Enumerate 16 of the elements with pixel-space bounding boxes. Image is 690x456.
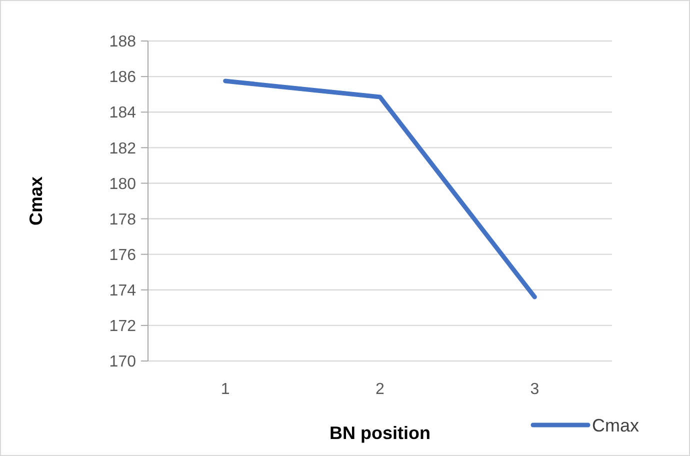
x-tick-label: 1 <box>220 381 230 398</box>
x-tick-label: 2 <box>376 381 385 398</box>
y-tick-label: 178 <box>109 211 136 228</box>
y-tick-label: 172 <box>109 318 136 336</box>
y-tick-label: 184 <box>109 104 136 122</box>
y-tick-label: 174 <box>109 282 136 300</box>
y-tick-label: 186 <box>109 69 136 86</box>
y-tick-label: 176 <box>109 246 136 264</box>
y-tick-label: 188 <box>109 34 136 51</box>
y-tick-label: 182 <box>109 140 136 158</box>
x-axis-title: BN position <box>330 423 430 443</box>
y-tick-label: 170 <box>109 354 136 371</box>
x-tick-label: 3 <box>530 381 540 398</box>
y-axis-title: Cmax <box>26 176 46 226</box>
y-tick-label: 180 <box>109 176 136 193</box>
legend-label: Cmax <box>592 415 640 436</box>
